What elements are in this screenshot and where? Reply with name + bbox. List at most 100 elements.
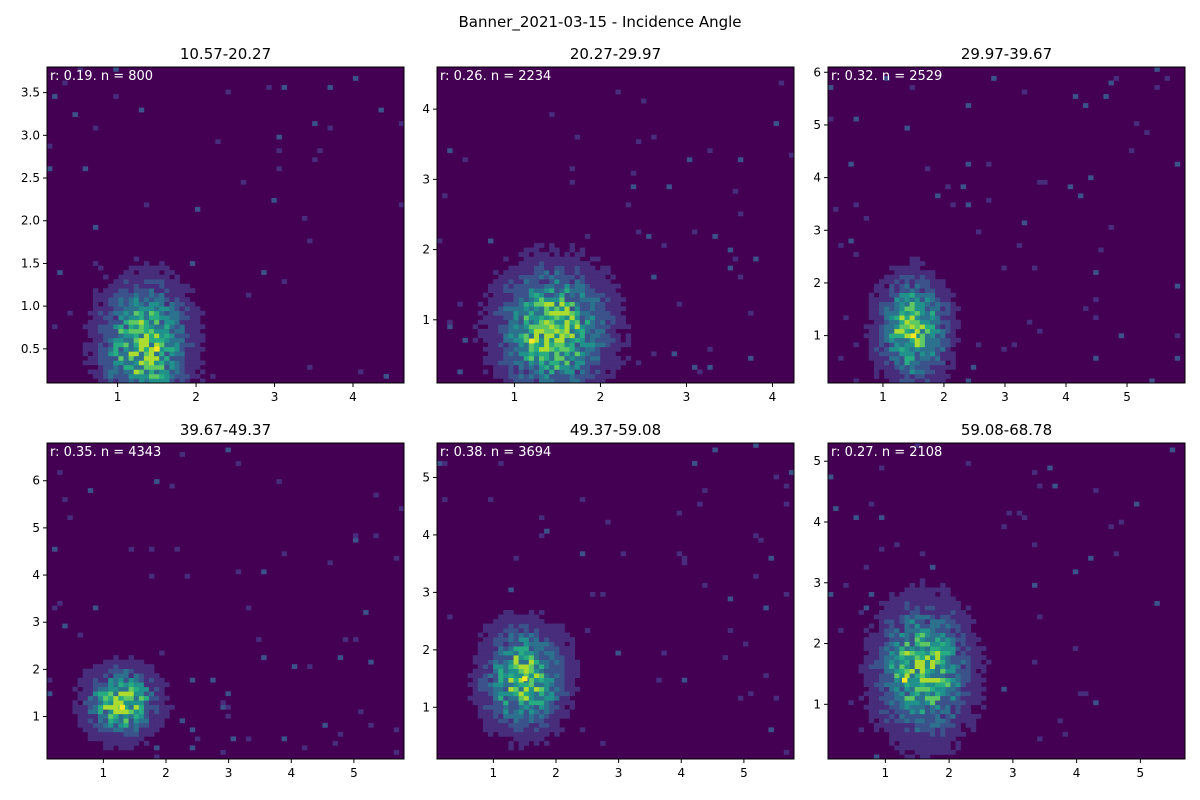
heatmap-cell [924, 378, 931, 384]
heatmap-cell [692, 461, 698, 466]
heatmap-cell [919, 342, 926, 348]
heatmap-cell [225, 447, 231, 453]
heatmap-cell [858, 664, 864, 670]
heatmap-cell [133, 691, 140, 697]
heatmap-cell [128, 695, 134, 701]
heatmap-cell [149, 704, 155, 710]
heatmap-cell [482, 664, 489, 670]
heatmap-cell [919, 378, 926, 384]
heatmap-cell [1057, 718, 1063, 724]
heatmap-cell [174, 342, 180, 348]
heatmap-cell [143, 691, 150, 697]
heatmap-cell [970, 722, 977, 728]
heatmap-cell [87, 328, 94, 334]
heatmap-cell [1047, 465, 1053, 471]
heatmap-cell [498, 292, 504, 298]
heatmap-cell [904, 632, 910, 638]
heatmap-cell [930, 283, 936, 289]
heatmap-cell [498, 632, 504, 638]
heatmap-cell [133, 682, 140, 688]
heatmap-cell [914, 736, 921, 742]
heatmap-cell [544, 369, 550, 375]
heatmap-cell [940, 614, 946, 620]
heatmap-cell [184, 337, 191, 343]
heatmap-cell [98, 700, 104, 706]
heatmap-cell [559, 646, 565, 651]
heatmap-cell [503, 691, 509, 697]
heatmap-cell [940, 623, 946, 629]
heatmap-cell [940, 619, 946, 624]
heatmap-cell [574, 319, 581, 325]
heatmap-cell [312, 121, 318, 126]
heatmap-cell [884, 373, 890, 379]
heatmap-cell [513, 659, 519, 665]
heatmap-cell [503, 713, 509, 719]
heatmap-cell [118, 682, 124, 688]
y-tick-label: 6 [813, 65, 821, 79]
heatmap-cell [559, 713, 565, 719]
heatmap-cell [889, 736, 895, 742]
heatmap-cell [98, 695, 104, 701]
heatmap-cell [889, 682, 895, 688]
heatmap-cell [940, 301, 946, 307]
heatmap-cell [960, 668, 966, 674]
heatmap-cell [539, 713, 545, 719]
heatmap-cell [884, 691, 890, 697]
heatmap-cell [128, 360, 134, 366]
heatmap-cell [143, 673, 150, 679]
heatmap-cell [833, 206, 839, 212]
heatmap-cell [569, 274, 575, 280]
heatmap-cell [482, 641, 489, 647]
heatmap-cell [82, 700, 89, 706]
heatmap-cell [940, 664, 946, 670]
heatmap-cell [164, 373, 170, 379]
heatmap-cell [138, 270, 145, 275]
heatmap-cell [909, 364, 915, 370]
heatmap-cell [914, 342, 921, 348]
heatmap-cell [98, 673, 104, 679]
heatmap-cell [909, 369, 915, 375]
heatmap-cell [569, 682, 575, 688]
heatmap-cell [899, 659, 905, 665]
heatmap-cell [179, 319, 185, 325]
heatmap-cell [930, 360, 936, 366]
heatmap-cell [940, 686, 946, 692]
heatmap-cell [873, 682, 880, 688]
heatmap-cell [133, 346, 140, 352]
heatmap-cell [225, 713, 231, 719]
heatmap-cell [518, 722, 524, 728]
heatmap-cell [498, 319, 504, 325]
heatmap-cell [503, 301, 509, 307]
heatmap-cell [498, 623, 504, 629]
heatmap-cell [1026, 319, 1033, 325]
heatmap-cell [579, 274, 586, 280]
heatmap-cell [482, 713, 489, 719]
heatmap-cell [133, 265, 140, 271]
heatmap-cell [77, 704, 83, 710]
heatmap-cell [113, 731, 119, 737]
heatmap-cell [523, 695, 530, 701]
heatmap-cell [1001, 686, 1007, 692]
heatmap-cell [108, 691, 114, 697]
heatmap-cell [889, 668, 895, 674]
heatmap-cell [108, 659, 114, 665]
x-tick-label: 5 [1123, 390, 1131, 404]
heatmap-cell [712, 234, 718, 239]
heatmap-cell [564, 261, 570, 266]
heatmap-cell [123, 324, 129, 330]
heatmap-cell [103, 713, 109, 719]
heatmap-cell [108, 718, 114, 724]
heatmap-cell [605, 288, 611, 294]
heatmap-cell [82, 727, 89, 733]
heatmap-cell [863, 691, 870, 697]
heatmap-cell [590, 283, 596, 289]
heatmap-cell [935, 695, 941, 701]
heatmap-cell [528, 360, 535, 366]
heatmap-cell [113, 713, 119, 719]
heatmap-cell [924, 166, 931, 172]
heatmap-cell [472, 682, 479, 688]
heatmap-cell [498, 306, 504, 312]
heatmap-cell [945, 749, 951, 755]
heatmap-cell [92, 668, 99, 674]
heatmap-cell [174, 355, 180, 361]
